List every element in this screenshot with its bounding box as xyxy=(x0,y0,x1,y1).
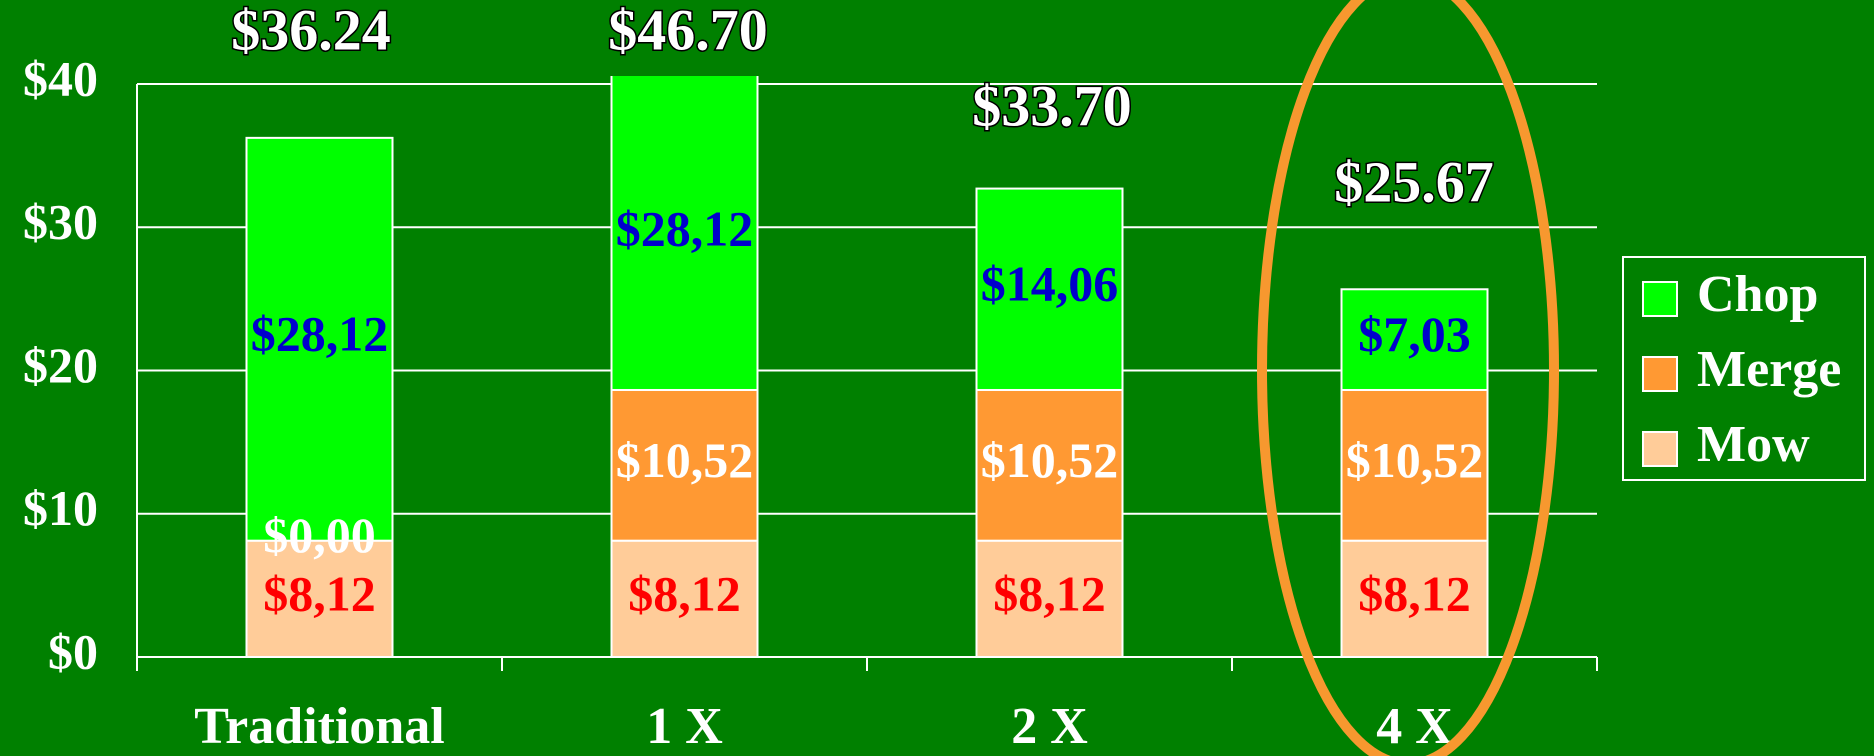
legend-swatch xyxy=(1642,431,1678,467)
value-label: $0,00 xyxy=(263,507,376,563)
legend-label: Chop xyxy=(1697,266,1818,323)
y-tick-label: $40 xyxy=(23,50,98,106)
bars xyxy=(245,76,1489,659)
bar-segment xyxy=(1340,539,1489,659)
legend-swatch xyxy=(1642,356,1678,392)
y-tick-label: $20 xyxy=(23,337,98,393)
x-tick-label: Traditional xyxy=(194,698,444,755)
value-label: $8,12 xyxy=(993,565,1106,621)
bar-segment xyxy=(1340,288,1489,391)
bar-segment xyxy=(610,388,759,542)
value-label: $8,12 xyxy=(628,565,741,621)
bar-segment xyxy=(245,539,394,659)
value-label: $28,12 xyxy=(251,306,389,362)
bar-segment xyxy=(975,388,1124,542)
total-label: $25.67 xyxy=(1334,149,1494,214)
legend-swatch xyxy=(1642,281,1678,317)
total-label: $36.24 xyxy=(231,0,391,62)
value-label: $14,06 xyxy=(981,256,1119,312)
highlight-ellipse xyxy=(1257,0,1559,756)
legend-label: Merge xyxy=(1697,341,1841,398)
bar-segment xyxy=(1340,388,1489,542)
x-tick-label: 1 X xyxy=(646,698,723,755)
x-tick-label: 4 X xyxy=(1376,698,1453,755)
legend-label: Mow xyxy=(1697,416,1810,473)
value-label: $8,12 xyxy=(263,565,376,621)
y-tick-label: $30 xyxy=(23,194,98,250)
bar-segment xyxy=(610,539,759,659)
bar-segment xyxy=(975,539,1124,659)
total-label: $46.70 xyxy=(608,0,768,62)
bar-segment xyxy=(975,187,1124,391)
value-label: $8,12 xyxy=(1358,565,1471,621)
total-label: $33.70 xyxy=(972,73,1132,138)
value-label: $7,03 xyxy=(1358,306,1471,362)
value-label: $10,52 xyxy=(981,432,1119,488)
y-tick-label: $0 xyxy=(48,623,98,679)
bar-segment xyxy=(610,76,759,391)
value-label: $28,12 xyxy=(616,200,754,256)
value-label: $10,52 xyxy=(1346,432,1484,488)
value-label: $10,52 xyxy=(616,432,754,488)
bar-segment xyxy=(245,136,394,542)
y-tick-label: $10 xyxy=(23,480,98,536)
x-tick-label: 2 X xyxy=(1011,698,1088,755)
